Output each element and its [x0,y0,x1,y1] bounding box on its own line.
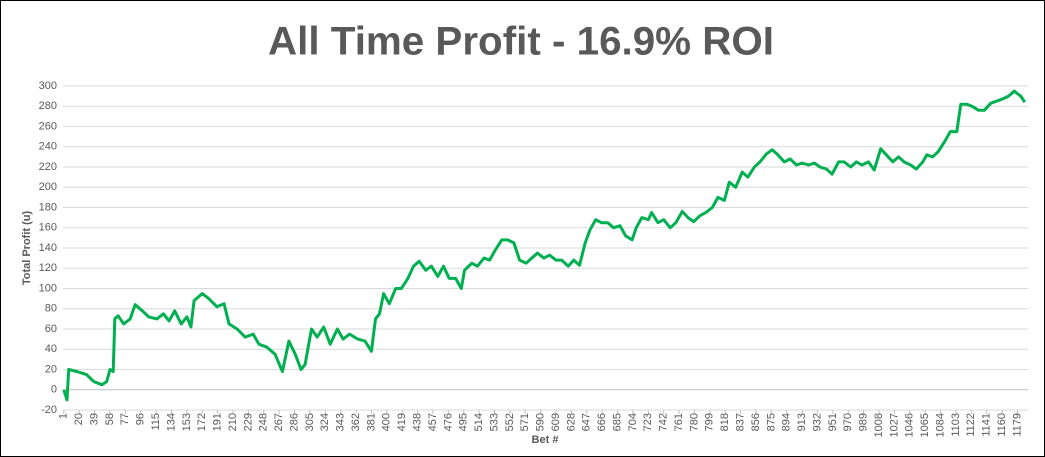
x-tick-label: 704 [627,413,639,431]
x-tick-label: 476 [442,413,454,431]
x-tick-label: 932 [811,413,823,431]
y-tick-label: 200 [39,181,57,193]
x-tick-label: 799 [704,413,716,431]
x-tick-label: 77 [119,413,131,425]
x-tick-label: 20 [73,413,85,425]
x-tick-label: 305 [304,413,316,431]
x-tick-label: 1 [58,413,70,419]
x-tick-label: 172 [196,413,208,431]
x-tick-label: 267 [273,413,285,431]
y-tick-label: -20 [41,404,57,416]
x-tick-label: 362 [350,413,362,431]
x-tick-label: 457 [427,413,439,431]
x-tick-label: 495 [458,413,470,431]
y-tick-label: 0 [51,384,57,396]
x-tick-label: 856 [750,413,762,431]
x-tick-label: 381 [365,413,377,431]
x-tick-label: 39 [88,413,100,425]
x-tick-label: 191 [212,413,224,431]
x-tick-label: 58 [104,413,116,425]
x-tick-label: 837 [735,413,747,431]
x-tick-label: 286 [288,413,300,431]
x-tick-label: 134 [165,413,177,431]
y-axis-title: Total Profit (u) [21,210,33,285]
y-tick-label: 220 [39,161,57,173]
x-tick-label: 1008 [873,413,885,437]
y-tick-label: 180 [39,201,57,213]
y-tick-label: 80 [45,303,57,315]
y-tick-label: 40 [45,343,57,355]
x-tick-label: 343 [335,413,347,431]
x-tick-label: 248 [258,413,270,431]
x-tick-label: 666 [596,413,608,431]
x-tick-label: 1160 [996,413,1008,437]
x-tick-label: 1084 [934,413,946,437]
chart-title: All Time Profit - 16.9% ROI [268,20,774,64]
y-tick-label: 60 [45,323,57,335]
x-tick-label: 609 [550,413,562,431]
x-tick-label: 438 [411,413,423,431]
x-tick-label: 210 [227,413,239,431]
y-tick-label: 100 [39,282,57,294]
x-tick-label: 153 [181,413,193,431]
y-tick-label: 280 [39,100,57,112]
x-tick-label: 229 [242,413,254,431]
x-tick-label: 989 [858,413,870,431]
y-tick-label: 300 [39,80,57,92]
x-tick-label: 96 [135,413,147,425]
x-tick-label: 1065 [919,413,931,437]
data-line [62,89,1027,402]
x-tick-label: 1046 [904,413,916,437]
x-tick-label: 970 [842,413,854,431]
y-tick-label: 240 [39,141,57,153]
x-tick-label: 533 [488,413,500,431]
y-tick-label: 160 [39,222,57,234]
x-tick-label: 571 [519,413,531,431]
x-tick-label: 419 [396,413,408,431]
y-tick-label: 260 [39,120,57,132]
x-tick-label: 115 [150,413,162,431]
x-tick-label: 1103 [950,413,962,437]
x-tick-label: 761 [673,413,685,431]
x-tick-label: 324 [319,413,331,431]
x-tick-label: 1122 [965,413,977,437]
x-tick-label: 723 [642,413,654,431]
x-tick-label: 894 [781,413,793,431]
x-tick-label: 685 [611,413,623,431]
x-tick-label: 818 [719,413,731,431]
x-tick-label: 951 [827,413,839,431]
x-tick-label: 1027 [888,413,900,437]
x-axis-title: Bet # [532,434,559,446]
x-tick-label: 742 [658,413,670,431]
x-tick-label: 514 [473,413,485,431]
y-tick-label: 20 [45,363,57,375]
x-tick-label: 590 [535,413,547,431]
x-tick-label: 1179 [1011,413,1023,437]
x-tick-label: 552 [504,413,516,431]
y-tick-label: 140 [39,242,57,254]
x-tick-label: 780 [688,413,700,431]
x-tick-label: 400 [381,413,393,431]
y-tick-label: 120 [39,262,57,274]
x-tick-label: 913 [796,413,808,431]
x-tick-label: 647 [581,413,593,431]
x-tick-label: 1141 [981,413,993,437]
x-tick-label: 628 [565,413,577,431]
x-tick-label: 875 [765,413,777,431]
